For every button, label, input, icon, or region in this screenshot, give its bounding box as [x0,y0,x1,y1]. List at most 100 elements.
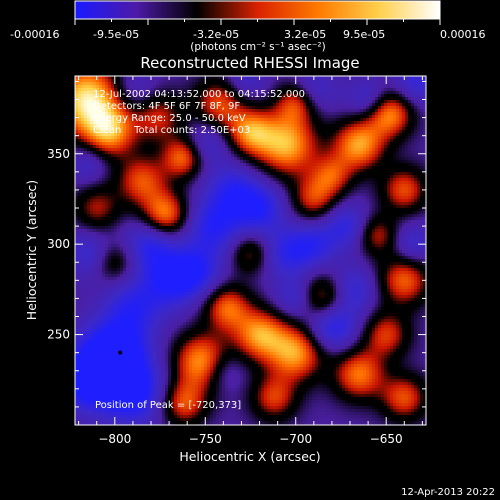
heatmap-cell [75,178,78,181]
heatmap-cell [315,199,318,202]
heatmap-cell [75,112,78,115]
heatmap-cell [348,163,351,166]
heatmap-cell [393,145,396,148]
heatmap-cell [306,190,309,193]
heatmap-cell [168,154,171,157]
heatmap-cell [300,118,303,121]
heatmap-cell [414,79,417,82]
heatmap-cell [150,142,153,145]
heatmap-cell [177,79,180,82]
heatmap-cell [327,100,330,103]
heatmap-cell [102,139,105,142]
heatmap-cell [345,196,348,199]
heatmap-cell [417,127,420,130]
heatmap-cell [345,124,348,127]
heatmap-cell [390,88,393,91]
heatmap-cell [351,175,354,178]
heatmap-cell [384,97,387,100]
heatmap-cell [357,88,360,91]
heatmap-cell [351,94,354,97]
heatmap-cell [405,118,408,121]
heatmap-cell [189,79,192,82]
heatmap-cell [240,184,243,187]
heatmap-cell [321,160,324,163]
heatmap-cell [147,190,150,193]
heatmap-cell [87,160,90,163]
heatmap-cell [402,130,405,133]
heatmap-cell [135,190,138,193]
heatmap-cell [411,118,414,121]
heatmap-cell [117,166,120,169]
heatmap-cell [192,184,195,187]
heatmap-cell [144,142,147,145]
heatmap-cell [141,175,144,178]
heatmap-cell [396,190,399,193]
heatmap-cell [270,112,273,115]
heatmap-cell [273,112,276,115]
heatmap-cell [378,181,381,184]
heatmap-cell [237,175,240,178]
heatmap-cell [192,169,195,172]
heatmap-cell [159,193,162,196]
heatmap-cell [84,193,87,196]
heatmap-cell [300,160,303,163]
heatmap-cell [165,79,168,82]
heatmap-cell [300,106,303,109]
heatmap-cell [294,196,297,199]
heatmap-cell [273,154,276,157]
heatmap-cell [324,169,327,172]
heatmap-cell [240,142,243,145]
heatmap-cell [120,139,123,142]
heatmap-cell [228,154,231,157]
heatmap-cell [378,175,381,178]
heatmap-cell [387,136,390,139]
heatmap-cell [321,127,324,130]
heatmap-cell [87,97,90,100]
heatmap-cell [120,148,123,151]
heatmap-cell [144,85,147,88]
heatmap-cell [183,79,186,82]
heatmap-cell [342,82,345,85]
heatmap-cell [291,166,294,169]
heatmap-cell [306,103,309,106]
heatmap-cell [420,160,423,163]
heatmap-cell [351,160,354,163]
heatmap-cell [336,85,339,88]
heatmap-cell [114,136,117,139]
heatmap-cell [189,142,192,145]
heatmap-cell [267,187,270,190]
heatmap-cell [405,193,408,196]
heatmap-cell [309,184,312,187]
heatmap-cell [156,184,159,187]
heatmap-cell [315,136,318,139]
heatmap-cell [159,148,162,151]
heatmap-cell [258,184,261,187]
heatmap-cell [420,193,423,196]
heatmap-cell [267,160,270,163]
heatmap-cell [93,136,96,139]
heatmap-cell [384,85,387,88]
heatmap-cell [174,178,177,181]
heatmap-cell [237,160,240,163]
heatmap-cell [336,166,339,169]
heatmap-cell [327,115,330,118]
heatmap-cell [357,85,360,88]
heatmap-cell [417,124,420,127]
heatmap-cell [156,172,159,175]
heatmap-cell [354,118,357,121]
heatmap-cell [249,112,252,115]
heatmap-cell [315,106,318,109]
heatmap-cell [81,82,84,85]
heatmap-cell [171,199,174,202]
heatmap-cell [90,187,93,190]
heatmap-cell [321,115,324,118]
heatmap-cell [297,184,300,187]
heatmap-cell [279,109,282,112]
heatmap-cell [378,187,381,190]
heatmap-cell [99,190,102,193]
heatmap-cell [198,184,201,187]
heatmap-cell [168,163,171,166]
heatmap-cell [288,157,291,160]
heatmap-cell [342,169,345,172]
heatmap-cell [264,121,267,124]
